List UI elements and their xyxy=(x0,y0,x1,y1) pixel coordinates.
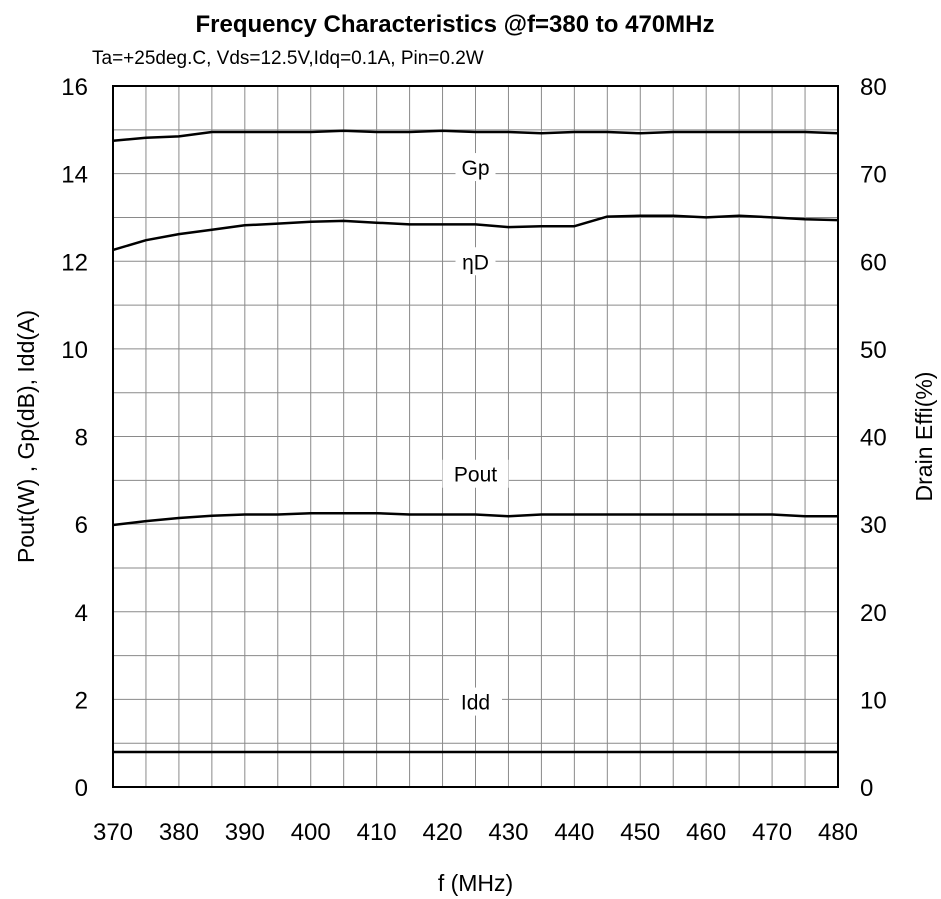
y-tick-label: 0 xyxy=(75,775,88,802)
y-axis-label: Pout(W) , Gp(dB), Idd(A) xyxy=(13,310,39,563)
x-tick-label: 420 xyxy=(423,819,463,846)
y2-tick-label: 40 xyxy=(860,425,887,452)
plot-frame xyxy=(112,85,839,788)
x-tick-label: 390 xyxy=(225,819,265,846)
y-tick-label: 8 xyxy=(75,425,88,452)
tick-labels: 370 380 390 400 410 420 430 440 450 460 470 4800246… xyxy=(61,74,886,846)
chart-subtitle: Ta=+25deg.C, Vds=12.5V,Idq=0.1A, Pin=0.2… xyxy=(92,48,484,69)
x-tick-label: 410 xyxy=(357,819,397,846)
y2-tick-label: 20 xyxy=(860,600,887,627)
y2-tick-label: 10 xyxy=(860,687,887,714)
x-axis-label: f (MHz) xyxy=(438,870,513,896)
y2-tick-label: 60 xyxy=(860,249,887,276)
y2-axis-label: Drain Effi(%) xyxy=(911,372,937,502)
x-tick-label: 450 xyxy=(620,819,660,846)
chart-title: Frequency Characteristics @f=380 to 470M… xyxy=(196,11,715,38)
series-line-gp xyxy=(112,129,839,143)
y-tick-label: 12 xyxy=(61,249,88,276)
series-line-pout xyxy=(112,511,838,527)
y2-tick-label: 50 xyxy=(860,337,887,364)
series-line-drain-efficiency xyxy=(112,214,839,252)
x-tick-label: 400 xyxy=(291,819,331,846)
series-labels: Gp ηD Pout Idd xyxy=(442,153,509,716)
series-label-box xyxy=(455,247,496,276)
series-label-box xyxy=(455,153,496,182)
x-tick-label: 460 xyxy=(686,819,726,846)
y-tick-label: 16 xyxy=(61,74,88,101)
y-tick-label: 2 xyxy=(75,687,88,714)
y2-tick-label: 80 xyxy=(860,74,887,101)
series-label: ηD xyxy=(462,251,489,274)
series-label: Pout xyxy=(454,464,497,487)
x-tick-label: 370 xyxy=(93,819,133,846)
y-tick-label: 6 xyxy=(75,512,88,539)
y2-tick-label: 0 xyxy=(860,775,873,802)
series-label-box xyxy=(442,459,509,488)
x-tick-label: 430 xyxy=(488,819,528,846)
x-tick-label: 480 xyxy=(818,819,858,846)
y2-tick-label: 70 xyxy=(860,162,887,189)
y-tick-label: 14 xyxy=(61,162,88,189)
x-tick-label: 440 xyxy=(554,819,594,846)
series-label: Gp xyxy=(461,157,489,180)
y2-tick-label: 30 xyxy=(860,512,887,539)
y-tick-label: 10 xyxy=(61,337,88,364)
series-label-box xyxy=(449,687,502,716)
x-tick-label: 470 xyxy=(752,819,792,846)
x-tick-label: 380 xyxy=(159,819,199,846)
y-tick-label: 4 xyxy=(75,600,88,627)
series-lines xyxy=(112,129,839,754)
series-label: Idd xyxy=(461,692,490,715)
